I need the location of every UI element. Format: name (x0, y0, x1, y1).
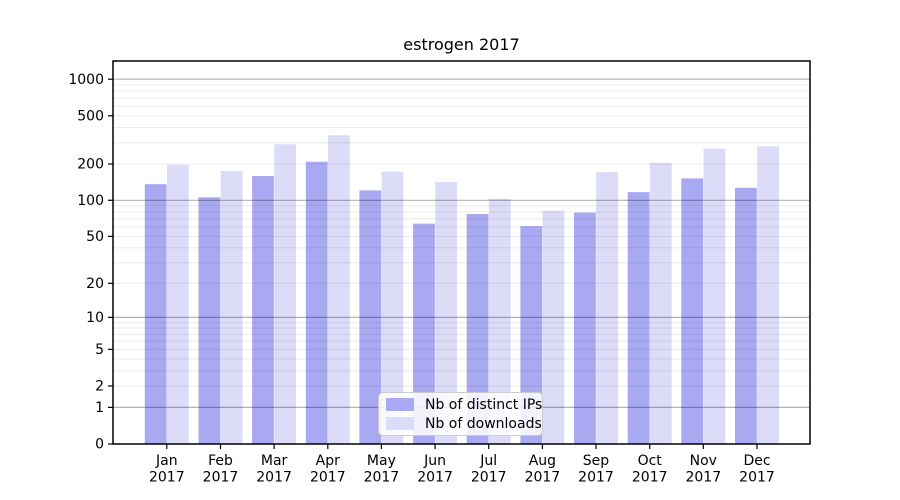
chart-title: estrogen 2017 (403, 35, 520, 54)
x-tick-label-aug: Aug (529, 453, 556, 469)
bar-jun-downloads (435, 182, 458, 444)
legend: Nb of distinct IPs Nb of downloads (378, 392, 543, 436)
y-tick-label-500: 500 (77, 109, 104, 125)
x-tick-label-jan: Jan (155, 453, 178, 469)
y-tick-label-20: 20 (86, 276, 104, 292)
x-tick-label-mar-year: 2017 (256, 470, 292, 486)
x-tick-label-jun: Jun (423, 453, 446, 469)
y-tick-label-1: 1 (95, 400, 104, 416)
y-tick-label-2: 2 (95, 379, 104, 395)
y-tick-label-200: 200 (77, 157, 104, 173)
x-tick-label-feb: Feb (208, 453, 233, 469)
y-tick-label-5: 5 (95, 342, 104, 358)
x-tick-label-sep: Sep (583, 453, 610, 469)
bar-nov-downloads (703, 148, 726, 444)
bar-jul-distinct-ips (466, 214, 489, 444)
bar-aug-distinct-ips (520, 226, 543, 444)
x-tick-label-mar: Mar (261, 453, 288, 469)
x-tick-label-oct-year: 2017 (632, 470, 668, 486)
legend-item-distinct-ips: Nb of distinct IPs (386, 397, 542, 413)
legend-item-downloads: Nb of downloads (386, 416, 542, 432)
x-tick-label-jun-year: 2017 (417, 470, 453, 486)
bar-jul-downloads (488, 198, 511, 444)
legend-swatch-distinct-ips-icon (386, 398, 414, 411)
plot-border (112, 60, 811, 445)
legend-label-distinct-ips: Nb of distinct IPs (425, 396, 543, 413)
bar-oct-distinct-ips (627, 192, 650, 444)
legend-swatch-downloads-icon (386, 417, 414, 430)
bar-jan-downloads (167, 164, 189, 445)
bar-dec-downloads (757, 146, 779, 445)
bar-jan-distinct-ips (144, 184, 167, 444)
x-tick-label-nov-year: 2017 (685, 470, 721, 486)
bar-oct-downloads (649, 163, 672, 444)
bar-feb-downloads (220, 171, 243, 444)
y-tick-label-1000: 1000 (68, 72, 104, 88)
bar-sep-downloads (596, 172, 618, 444)
x-tick-label-apr: Apr (316, 453, 340, 469)
x-tick-label-jul: Jul (479, 453, 497, 469)
x-tick-label-jan-year: 2017 (149, 470, 185, 486)
x-tick-label-nov: Nov (690, 453, 717, 469)
bar-jun-distinct-ips (413, 223, 435, 444)
x-tick-label-apr-year: 2017 (310, 470, 346, 486)
x-tick-label-aug-year: 2017 (525, 470, 561, 486)
x-tick-label-dec: Dec (743, 453, 770, 469)
legend-label-downloads: Nb of downloads (425, 415, 542, 432)
bar-may-distinct-ips (359, 190, 382, 444)
x-tick-label-feb-year: 2017 (203, 470, 239, 486)
y-tick-label-0: 0 (95, 437, 104, 453)
bar-mar-distinct-ips (252, 176, 274, 444)
y-tick-label-10: 10 (86, 310, 104, 326)
bar-apr-downloads (328, 135, 350, 445)
bar-feb-distinct-ips (198, 197, 221, 444)
bar-apr-distinct-ips (305, 161, 328, 444)
x-tick-label-jul-year: 2017 (471, 470, 507, 486)
x-tick-label-sep-year: 2017 (578, 470, 614, 486)
bar-sep-distinct-ips (574, 212, 596, 444)
bar-may-downloads (381, 171, 404, 444)
x-tick-label-may-year: 2017 (364, 470, 400, 486)
bar-aug-downloads (542, 210, 565, 444)
x-tick-label-may: May (367, 453, 396, 469)
bar-mar-downloads (274, 144, 297, 445)
bar-nov-distinct-ips (681, 178, 704, 444)
y-tick-label-100: 100 (77, 193, 104, 209)
bar-dec-distinct-ips (735, 187, 757, 445)
x-tick-label-dec-year: 2017 (739, 470, 775, 486)
x-tick-label-oct: Oct (638, 453, 663, 469)
y-tick-label-50: 50 (86, 229, 104, 245)
